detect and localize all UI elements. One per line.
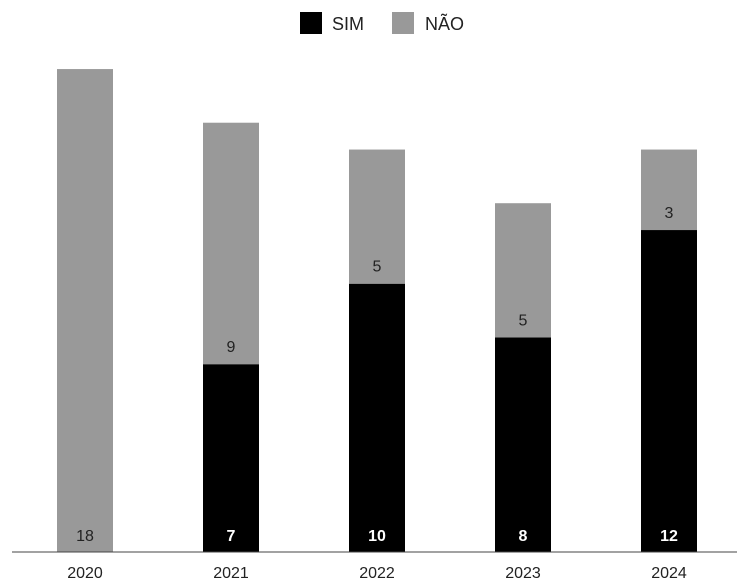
data-label-sim-2021: 7 [227,528,236,545]
bar-nao-2020 [57,69,113,552]
data-label-nao-2020: 18 [76,528,94,545]
bar-nao-2024 [641,149,697,231]
bar-sim-2022 [349,283,405,552]
bar-sim-2021 [203,364,259,552]
x-tick-label-2024: 2024 [651,565,687,581]
legend-swatch-nao [392,12,414,34]
x-tick-label-2023: 2023 [505,565,541,581]
bar-nao-2022 [349,149,405,284]
bar-nao-2023 [495,203,551,338]
x-axis-ticks: 2020 2021 2022 2023 2024 [67,565,687,581]
legend-label-sim: SIM [332,14,364,34]
data-label-nao-2024: 3 [665,205,674,222]
bar-nao-2021 [203,122,259,365]
data-label-sim-2023: 8 [519,528,528,545]
x-tick-label-2020: 2020 [67,565,103,581]
legend: SIM NÃO [300,12,464,34]
data-label-nao-2022: 5 [373,259,382,276]
data-label-sim-2022: 10 [368,528,386,545]
bars: 18 7 9 10 5 8 5 12 3 [57,69,697,553]
data-label-nao-2023: 5 [519,312,528,329]
data-label-nao-2021: 9 [227,339,236,356]
legend-label-nao: NÃO [425,13,464,34]
legend-swatch-sim [300,12,322,34]
bar-sim-2024 [641,230,697,553]
data-label-sim-2024: 12 [660,528,678,545]
x-tick-label-2021: 2021 [213,565,249,581]
bar-sim-2023 [495,337,551,552]
x-tick-label-2022: 2022 [359,565,395,581]
